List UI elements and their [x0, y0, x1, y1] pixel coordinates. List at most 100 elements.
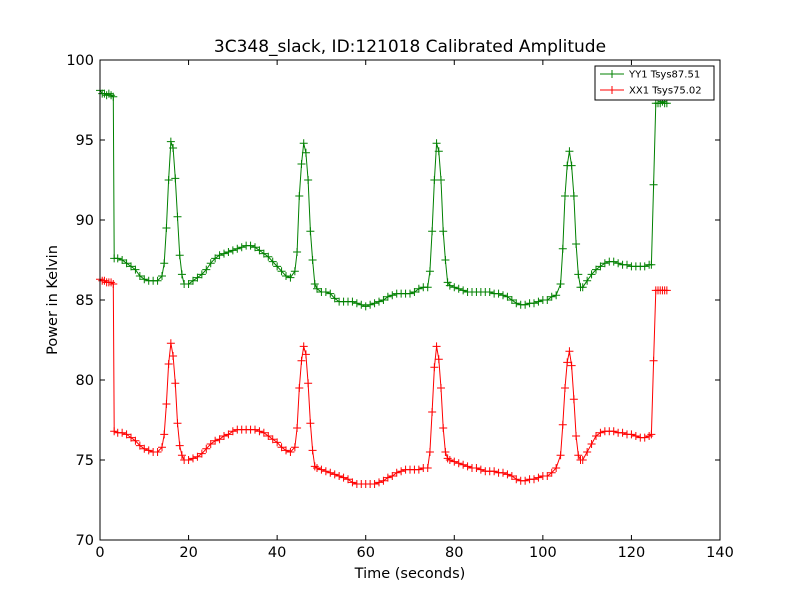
data-point	[144, 446, 153, 455]
series-0	[96, 86, 671, 311]
x-tick-label: 100	[529, 545, 557, 561]
data-point	[592, 432, 600, 440]
data-point	[273, 262, 282, 271]
series-line	[99, 278, 667, 485]
data-point	[131, 265, 140, 274]
data-point	[306, 227, 315, 236]
data-point	[299, 342, 308, 351]
data-point	[434, 355, 443, 364]
data-point	[379, 476, 388, 485]
data-point	[326, 289, 335, 298]
data-point	[344, 475, 352, 484]
data-point	[587, 440, 596, 448]
data-point	[552, 464, 561, 472]
data-point	[388, 291, 397, 300]
data-point	[600, 259, 609, 268]
data-point	[184, 456, 193, 464]
data-point	[609, 427, 618, 436]
data-point	[425, 267, 434, 276]
data-point	[251, 243, 259, 252]
data-point	[135, 441, 144, 450]
data-point	[158, 272, 166, 280]
data-point	[135, 272, 144, 280]
data-point	[113, 254, 122, 263]
data-point	[308, 446, 317, 455]
data-point	[140, 444, 149, 453]
data-point	[293, 248, 302, 256]
data-point	[153, 276, 162, 285]
data-point	[290, 267, 299, 276]
data-point	[202, 444, 211, 453]
data-point	[503, 292, 512, 301]
y-tick-label: 95	[76, 133, 94, 149]
data-point	[330, 470, 339, 479]
data-point	[428, 408, 437, 416]
data-point	[454, 284, 463, 293]
data-point	[383, 292, 392, 301]
data-point	[499, 291, 507, 300]
data-point	[175, 441, 184, 450]
data-point	[215, 435, 224, 444]
data-point	[237, 243, 246, 252]
data-point	[297, 356, 306, 365]
data-point	[357, 300, 366, 309]
data-point	[308, 256, 317, 264]
data-point	[558, 420, 567, 429]
data-point	[649, 356, 658, 365]
y-tick-label: 75	[76, 453, 94, 469]
data-point	[445, 281, 454, 290]
data-point	[410, 288, 419, 296]
data-point	[166, 137, 175, 146]
data-point	[169, 352, 178, 360]
data-point	[321, 467, 330, 476]
y-tick-label: 85	[76, 293, 94, 309]
data-point	[558, 244, 567, 253]
data-point	[224, 248, 233, 256]
data-point	[366, 300, 375, 309]
data-point	[397, 467, 406, 476]
data-point	[534, 473, 543, 482]
data-point	[631, 432, 640, 440]
data-point	[259, 428, 268, 437]
data-point	[454, 459, 463, 468]
data-point	[428, 227, 437, 236]
data-point	[569, 395, 578, 404]
data-point	[439, 227, 448, 236]
data-point	[565, 347, 574, 356]
data-point	[153, 448, 162, 456]
x-tick-label: 0	[95, 545, 104, 561]
data-point	[623, 260, 631, 269]
data-point	[299, 139, 308, 148]
data-point	[313, 464, 321, 472]
data-point	[211, 254, 220, 263]
data-point	[561, 192, 569, 200]
data-point	[310, 280, 319, 288]
data-point	[110, 427, 119, 436]
data-point	[592, 265, 600, 274]
data-point	[432, 139, 441, 148]
data-point	[662, 99, 671, 108]
data-point	[197, 270, 206, 279]
data-point	[463, 462, 472, 471]
legend-label: YY1 Tsys87.51	[628, 70, 700, 81]
axis-ticks: 0 20 40 60 80 100 120 140 70 75 80 85 90 95 100	[66, 53, 734, 561]
data-point	[160, 259, 169, 268]
data-point	[286, 273, 295, 282]
data-point	[512, 475, 521, 484]
data-point	[220, 432, 228, 440]
data-point	[175, 251, 184, 260]
data-point	[375, 478, 383, 487]
data-point	[521, 300, 530, 309]
data-point	[158, 443, 166, 452]
data-point	[122, 259, 131, 268]
data-point	[379, 296, 388, 304]
data-point	[339, 473, 348, 482]
data-point	[264, 432, 273, 440]
data-point	[490, 467, 499, 476]
data-point	[647, 260, 656, 269]
data-point	[293, 424, 302, 432]
data-point	[348, 478, 357, 487]
data-point	[189, 276, 197, 285]
data-point	[171, 379, 180, 388]
data-point	[122, 430, 131, 439]
